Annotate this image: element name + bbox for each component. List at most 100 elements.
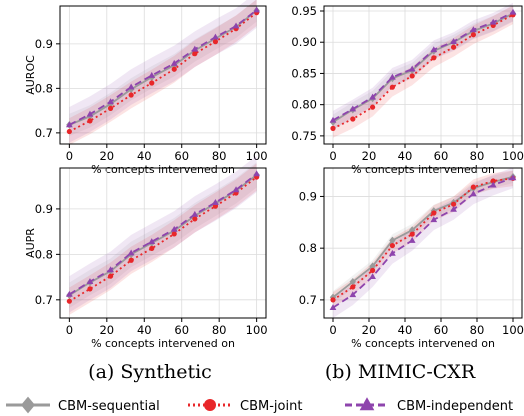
data-point-independent xyxy=(86,278,94,285)
data-point-joint xyxy=(470,184,476,190)
y-tick-label: 0.8 xyxy=(35,81,53,95)
data-point-joint xyxy=(431,55,437,61)
data-point-independent xyxy=(232,22,240,29)
x-tick-label: 20 xyxy=(99,149,114,163)
data-point-independent xyxy=(170,59,178,66)
series-line-independent xyxy=(68,173,258,296)
data-point-joint xyxy=(409,73,415,79)
y-tick-label: 0.8 xyxy=(35,247,53,261)
data-point-independent xyxy=(212,199,219,205)
confidence-band-joint xyxy=(69,0,257,145)
x-tick-label: 80 xyxy=(470,149,485,163)
data-point-independent xyxy=(170,225,178,232)
chart-panel-top-left: 0 20 40 60 80 100 0.7 0.8 0.9 % concepts interven… xyxy=(24,0,268,176)
legend-label: CBM-sequential xyxy=(58,399,160,414)
data-point-independent xyxy=(191,210,199,217)
data-point-joint xyxy=(171,231,177,237)
data-point-joint xyxy=(431,210,437,216)
y-tick-label: 0.7 xyxy=(299,293,317,307)
confidence-band-joint xyxy=(333,5,513,138)
data-point-independent xyxy=(470,26,477,33)
data-point-independent xyxy=(349,291,357,298)
y-axis-label: AUROC xyxy=(24,55,37,95)
plot-frame xyxy=(323,5,523,145)
data-point-joint xyxy=(389,84,395,90)
y-tick-label: 0.7 xyxy=(35,293,53,307)
data-point-sequential xyxy=(369,262,376,271)
x-axis-label: % concepts intervened on xyxy=(91,337,235,350)
data-point-joint xyxy=(451,201,457,207)
x-tick-label: 0 xyxy=(66,323,73,337)
data-point-independent xyxy=(253,170,260,177)
plot-frame xyxy=(323,167,523,319)
caption-b: (b) MIMIC-CXR xyxy=(325,361,476,383)
plot-frame xyxy=(59,167,267,319)
y-tick-label: 0.9 xyxy=(35,202,53,216)
data-point-independent xyxy=(509,8,517,15)
data-point-joint xyxy=(128,92,134,98)
series-line-sequential xyxy=(332,175,514,299)
x-tick-label: 100 xyxy=(246,149,268,163)
data-point-independent xyxy=(430,216,438,223)
data-point-joint xyxy=(389,242,395,249)
data-point-joint xyxy=(451,44,457,50)
data-point-independent xyxy=(232,186,240,193)
x-axis-label: % concepts intervened on xyxy=(351,163,495,176)
series-line-independent xyxy=(68,9,258,126)
data-point-joint xyxy=(350,284,356,290)
data-point-joint xyxy=(149,80,155,86)
data-point-independent xyxy=(86,110,94,117)
x-tick-label: 0 xyxy=(66,149,73,163)
x-tick-label: 0 xyxy=(329,149,336,163)
x-axis-label: % concepts intervened on xyxy=(351,337,495,350)
data-point-joint xyxy=(470,32,476,38)
data-point-independent xyxy=(408,236,416,243)
legend-label: CBM-independent xyxy=(397,399,513,414)
data-point-joint xyxy=(370,267,376,274)
data-point-joint xyxy=(490,178,496,184)
data-point-joint xyxy=(192,216,198,222)
data-point-joint xyxy=(370,104,376,110)
data-point-independent xyxy=(127,83,135,90)
y-axis-label: AUPR xyxy=(24,228,37,258)
data-point-independent xyxy=(148,71,156,78)
y-tick-label: 0.85 xyxy=(291,66,317,80)
y-tick-label: 0.90 xyxy=(291,35,317,49)
data-point-independent xyxy=(253,6,260,13)
x-tick-label: 60 xyxy=(434,149,449,163)
data-point-independent xyxy=(329,304,337,311)
x-tick-label: 20 xyxy=(99,323,114,337)
y-tick-label: 0.75 xyxy=(291,129,317,143)
data-point-independent xyxy=(66,290,73,297)
data-point-joint xyxy=(107,273,114,279)
data-point-joint xyxy=(87,286,93,292)
data-point-joint xyxy=(149,245,155,252)
series-line-joint xyxy=(68,11,258,133)
data-point-independent xyxy=(191,45,199,52)
data-point-independent xyxy=(369,273,376,280)
series-line-sequential xyxy=(68,174,258,297)
x-tick-label: 40 xyxy=(398,323,413,337)
data-point-sequential xyxy=(389,236,396,245)
x-axis-label: % concepts intervened on xyxy=(91,163,235,176)
confidence-band-independent xyxy=(69,155,257,313)
confidence-band-independent xyxy=(333,167,513,318)
data-point-joint xyxy=(330,125,336,131)
series-line-independent xyxy=(332,176,514,309)
data-point-joint xyxy=(409,231,415,237)
plot-frame xyxy=(59,5,267,145)
data-point-independent xyxy=(107,98,114,105)
series-line-joint xyxy=(68,176,258,302)
data-point-independent xyxy=(430,46,438,53)
y-tick-label: 0.7 xyxy=(35,126,53,140)
data-point-independent xyxy=(489,181,497,188)
data-point-joint xyxy=(192,51,198,57)
caption-a: (a) Synthetic xyxy=(88,361,212,383)
x-tick-label: 20 xyxy=(362,149,377,163)
legend-marker-independent xyxy=(359,397,375,411)
confidence-band-joint xyxy=(333,170,513,308)
x-tick-label: 80 xyxy=(212,323,227,337)
series-line-independent xyxy=(332,11,514,122)
x-tick-label: 40 xyxy=(398,149,413,163)
